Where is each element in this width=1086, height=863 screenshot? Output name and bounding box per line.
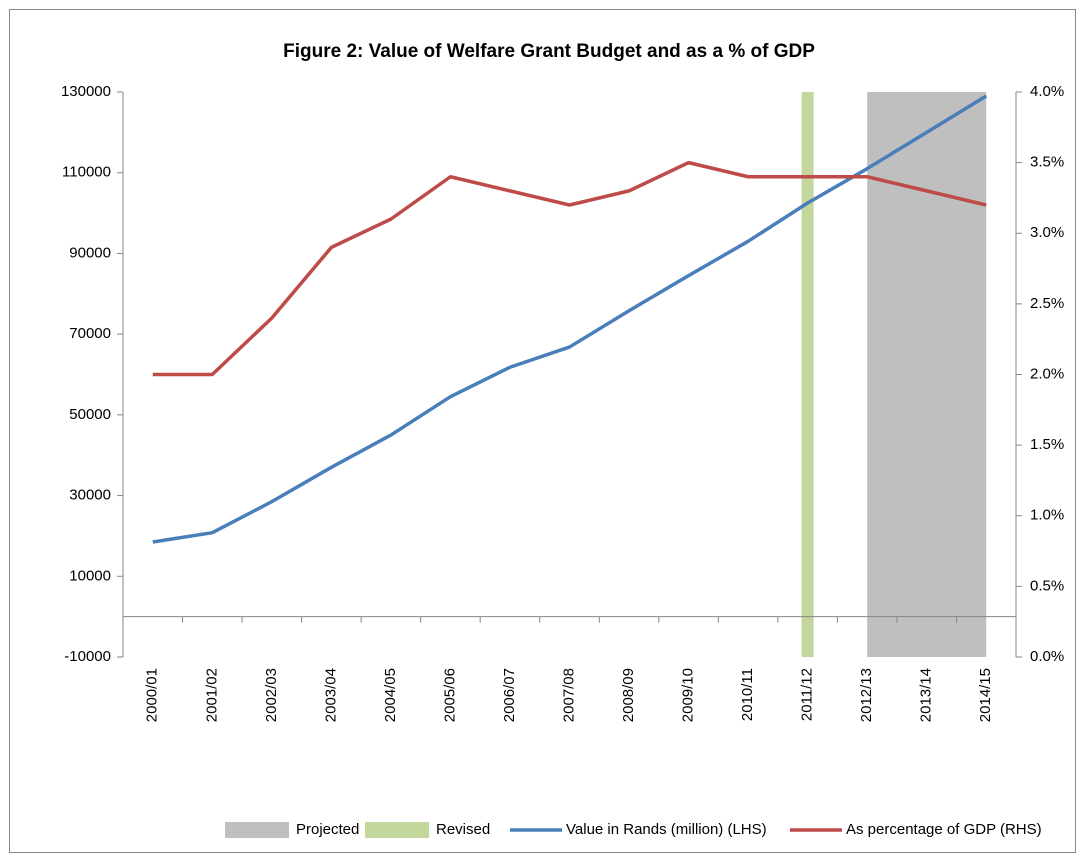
x-tick-label: 2007/08: [560, 668, 577, 722]
x-tick-label: 2008/09: [620, 668, 637, 722]
bar: [801, 92, 814, 657]
x-tick-label: 2005/06: [441, 668, 458, 722]
legend-swatch: [225, 822, 289, 838]
x-tick-label: 2004/05: [382, 668, 399, 722]
legend-label: Value in Rands (million) (LHS): [566, 821, 767, 838]
y2-tick-label: 1.5%: [1030, 436, 1064, 453]
x-tick-label: 2009/10: [680, 668, 697, 722]
y2-tick-label: 3.5%: [1030, 154, 1064, 171]
y2-tick-label: 4.0%: [1030, 83, 1064, 100]
y2-tick-label: 2.5%: [1030, 295, 1064, 312]
y2-tick-label: 0.0%: [1030, 648, 1064, 665]
y2-tick-label: 0.5%: [1030, 577, 1064, 594]
legend-label: Projected: [296, 821, 359, 838]
chart-title: Figure 2: Value of Welfare Grant Budget …: [283, 41, 815, 62]
x-tick-label: 2002/03: [263, 668, 280, 722]
x-tick-label: 2013/14: [918, 668, 935, 722]
x-tick-label: 2012/13: [858, 668, 875, 722]
x-tick-label: 2001/02: [203, 668, 220, 722]
y-tick-label: -10000: [64, 648, 111, 665]
legend-swatch: [365, 822, 429, 838]
x-tick-label: 2000/01: [144, 668, 161, 722]
legend-label: Revised: [436, 821, 490, 838]
y-tick-label: 30000: [69, 487, 111, 504]
area: [867, 92, 987, 657]
x-tick-label: 2010/11: [739, 668, 756, 721]
x-tick-label: 2003/04: [322, 668, 339, 722]
x-tick-label: 2011/12: [799, 668, 816, 721]
y-tick-label: 10000: [69, 567, 111, 584]
y2-tick-label: 1.0%: [1030, 507, 1064, 524]
y-tick-label: 110000: [62, 164, 111, 181]
x-tick-label: 2006/07: [501, 668, 518, 722]
line: [152, 160, 987, 377]
y-tick-label: 70000: [69, 325, 111, 342]
legend-label: As percentage of GDP (RHS): [846, 821, 1042, 838]
y-tick-label: 90000: [69, 244, 111, 261]
x-tick-label: 2014/15: [977, 668, 994, 722]
y-tick-label: 50000: [69, 406, 111, 423]
y2-tick-label: 2.0%: [1030, 365, 1064, 382]
line: [152, 94, 988, 544]
y-tick-label: 130000: [61, 83, 111, 100]
y2-tick-label: 3.0%: [1030, 224, 1064, 241]
